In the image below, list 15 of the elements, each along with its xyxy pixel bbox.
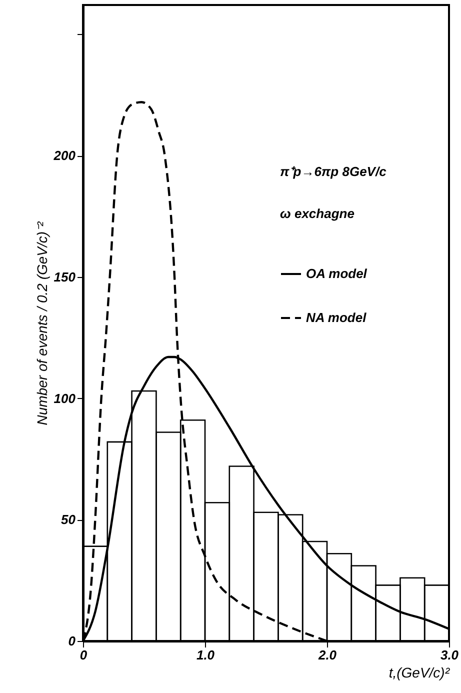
x-tick-label: 1.0 (196, 648, 216, 662)
x-axis-title: t,(GeV/c)² (388, 664, 451, 680)
legend-label: OA model (306, 266, 368, 281)
y-tick-label: 0 (68, 634, 76, 648)
y-tick-label: 50 (61, 512, 76, 528)
annotation: ω exchagne (280, 206, 354, 221)
y-tick-label: 200 (52, 148, 76, 164)
y-tick-label: 100 (54, 390, 76, 406)
legend-label: NA model (306, 310, 367, 325)
x-tick-label: 2.0 (317, 648, 338, 662)
y-tick-label: 150 (54, 269, 76, 284)
y-axis-title: Number of events / 0.2 (GeV/c)⁻² (34, 220, 50, 426)
x-tick-label: 3.0 (440, 648, 460, 662)
x-tick-label: 0 (80, 648, 88, 662)
annotation: π⁺p→6πp 8GeV/c (280, 164, 388, 179)
